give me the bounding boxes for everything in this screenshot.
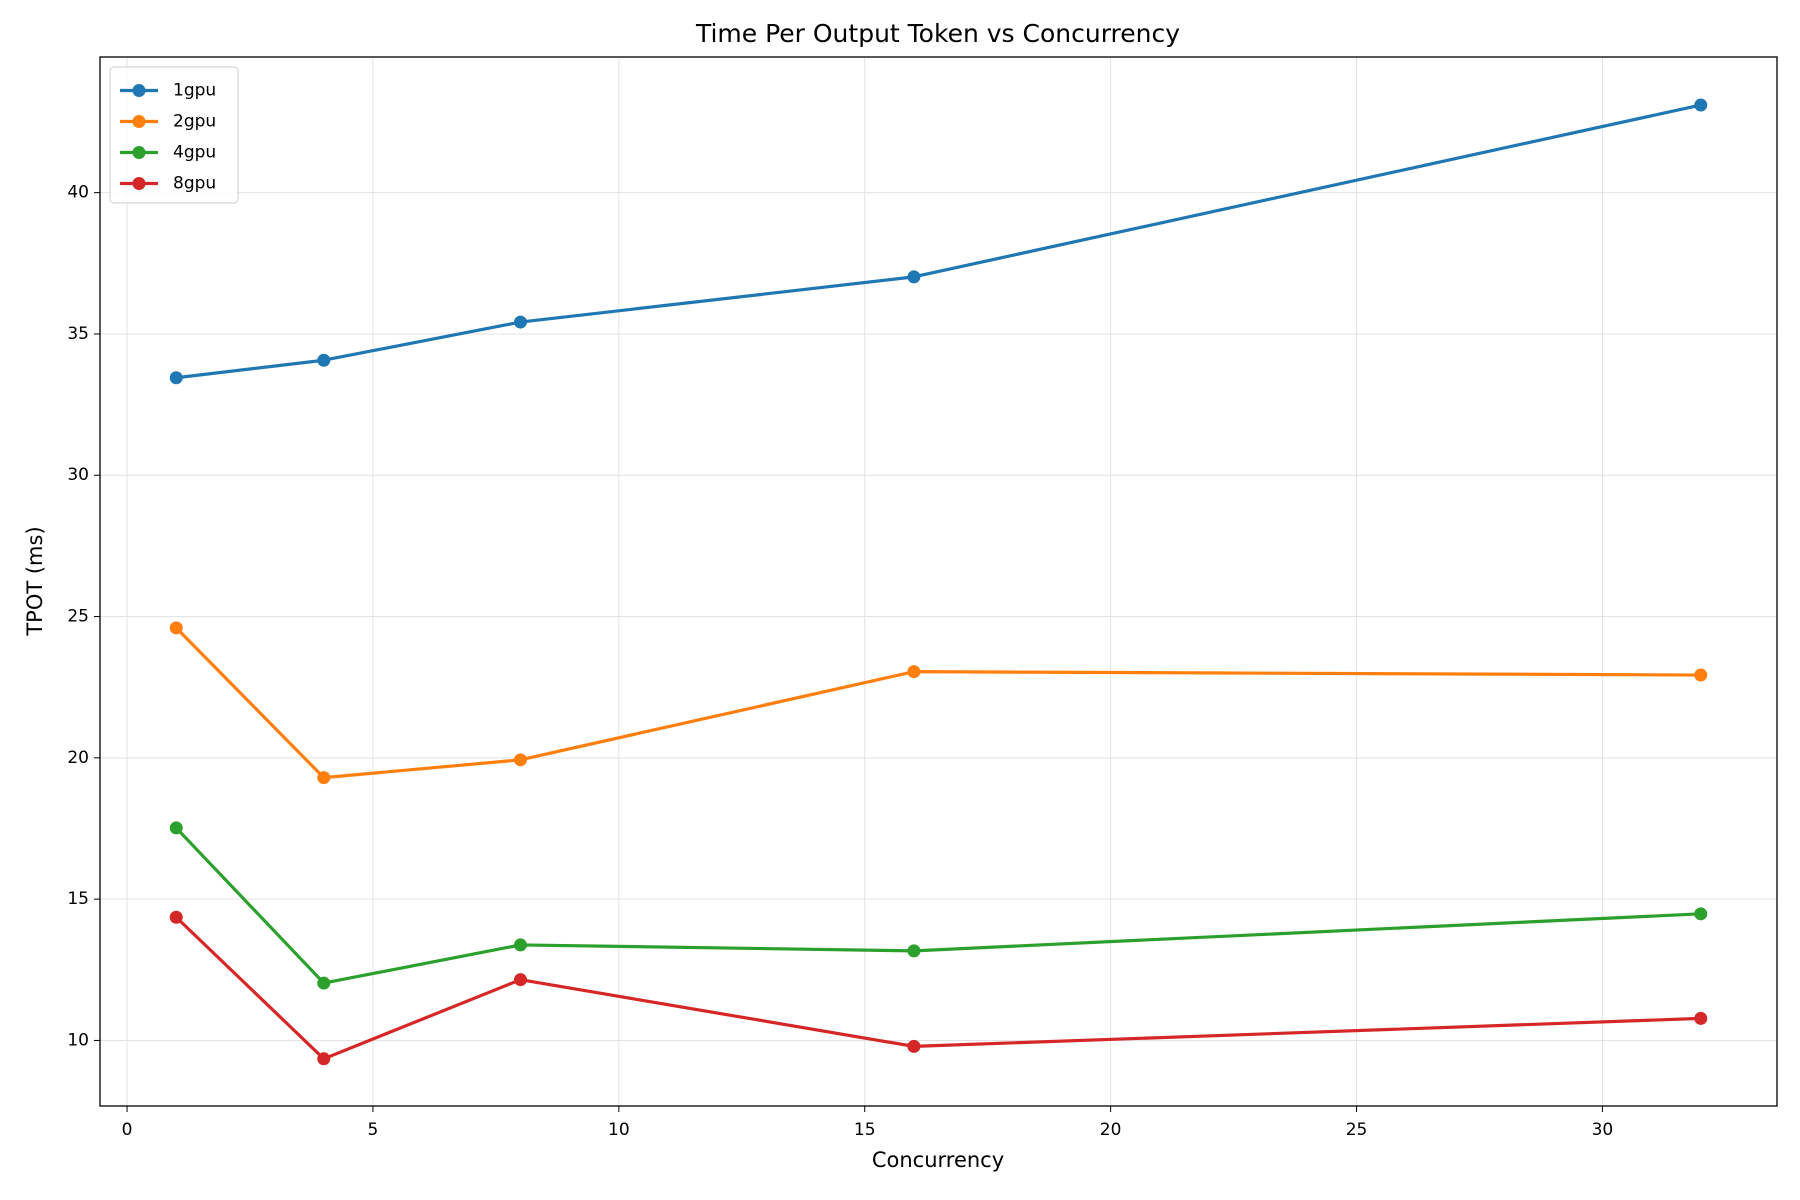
data-point (1694, 98, 1708, 112)
legend-marker (132, 146, 146, 159)
x-tick-label: 20 (1100, 1120, 1122, 1140)
legend-marker (132, 177, 146, 190)
data-point (513, 973, 527, 987)
y-tick-label: 35 (67, 324, 89, 344)
series-line (176, 103, 1702, 380)
x-tick-label: 10 (608, 1120, 630, 1140)
data-point (513, 753, 527, 767)
legend-label: 8gpu (173, 174, 216, 194)
data-point (169, 821, 183, 835)
x-tick-label: 25 (1346, 1120, 1368, 1140)
plot-frame (99, 56, 1778, 1107)
data-point (907, 270, 921, 284)
data-point (169, 371, 183, 385)
legend: 1gpu 2gpu 4gpu 8gpu (109, 66, 239, 204)
x-axis-label: Concurrency (872, 1148, 1004, 1172)
data-point (513, 315, 527, 329)
data-point (317, 1052, 331, 1066)
legend-marker (132, 115, 146, 128)
series-line (175, 826, 1701, 985)
y-axis-label: TPOT (ms) (23, 526, 47, 636)
y-tick-label: 40 (67, 183, 89, 203)
x-tick-label: 5 (368, 1120, 379, 1140)
y-tick-label: 15 (67, 889, 89, 909)
series-line (175, 626, 1701, 780)
y-tick-label: 25 (67, 607, 89, 627)
legend-label: 1gpu (173, 81, 216, 101)
data-point (169, 621, 183, 635)
legend-marker (132, 84, 146, 97)
data-point (1694, 668, 1708, 682)
data-point (317, 771, 331, 785)
x-tick-label: 0 (122, 1120, 133, 1140)
legend-box (109, 66, 239, 204)
data-point (1694, 1011, 1708, 1025)
data-point (317, 976, 331, 990)
chart-title: Time Per Output Token vs Concurrency (695, 19, 1180, 48)
y-tick-label: 20 (67, 748, 89, 768)
data-point (907, 1039, 921, 1053)
legend-label: 4gpu (173, 143, 216, 163)
x-tick-label: 15 (854, 1120, 876, 1140)
x-tick-label: 30 (1592, 1120, 1614, 1140)
data-point (317, 353, 331, 367)
legend-label: 2gpu (173, 112, 216, 132)
data-point (169, 910, 183, 924)
series-line (175, 916, 1701, 1061)
y-tick-label: 30 (67, 465, 89, 485)
y-tick-label: 10 (67, 1030, 89, 1050)
data-point (1694, 907, 1708, 921)
data-point (907, 665, 921, 679)
data-point (907, 944, 921, 958)
data-point (513, 938, 527, 952)
